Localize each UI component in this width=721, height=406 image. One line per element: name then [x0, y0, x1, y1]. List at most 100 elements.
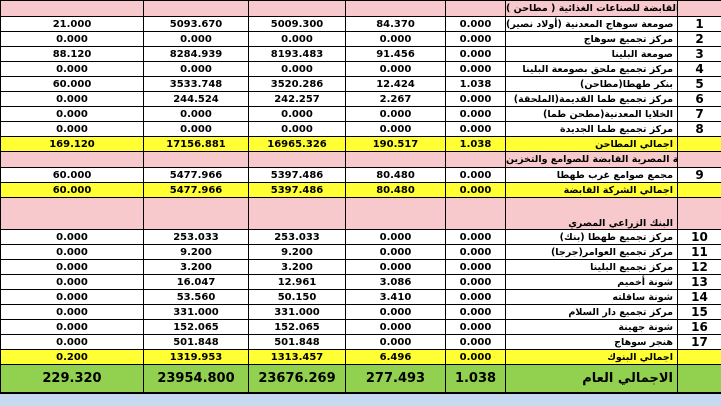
row-number: 4 — [677, 61, 721, 77]
value-cell: 80.480 — [345, 182, 446, 198]
value-cell: 0.000 — [248, 121, 346, 137]
empty-cell — [677, 0, 721, 17]
data-row: 0.000 331.000 331.000 0.000 0.000 مركز تجميع … — [0, 304, 721, 320]
value-cell: 0.000 — [345, 61, 446, 77]
site-name: شونة جهينة — [505, 319, 678, 335]
value-cell: 0.000 — [445, 259, 506, 275]
value-cell: 501.848 — [143, 334, 249, 350]
value-cell: 84.370 — [345, 16, 446, 32]
grain-table: الشركة القابضة للصناعات الغذائية ( مطاحن… — [0, 0, 721, 393]
value-cell: 0.000 — [345, 229, 446, 245]
empty-cell — [0, 151, 144, 168]
value-cell: 5397.486 — [248, 182, 346, 198]
value-cell: 1313.457 — [248, 349, 346, 365]
empty-cell — [248, 0, 346, 17]
value-cell: 80.480 — [345, 167, 446, 183]
value-cell: 53.560 — [143, 289, 249, 305]
value-cell: 501.848 — [248, 334, 346, 350]
grand-total: 229.320 23954.800 23676.269 277.493 1.038 الا… — [0, 364, 721, 393]
row-number: 16 — [677, 319, 721, 335]
footer-strip — [0, 393, 721, 406]
value-cell: 0.000 — [445, 182, 506, 198]
value-cell: 0.000 — [0, 229, 144, 245]
value-cell: 21.000 — [0, 16, 144, 32]
row-number: 9 — [677, 167, 721, 183]
value-cell: 16965.326 — [248, 136, 346, 152]
value-cell: 0.000 — [143, 31, 249, 47]
value-cell: 169.120 — [0, 136, 144, 152]
data-row: 60.000 5477.966 5397.486 80.480 0.000 مجمع صو… — [0, 167, 721, 183]
value-cell: 0.000 — [445, 319, 506, 335]
value-cell: 0.000 — [345, 319, 446, 335]
value-cell: 60.000 — [0, 76, 144, 92]
data-row: 21.000 5093.670 5009.300 84.370 0.000 صومعة س… — [0, 16, 721, 32]
data-row: 0.000 0.000 0.000 0.000 0.000 مركز تجميع طما … — [0, 121, 721, 137]
site-name: صومعة البلينا — [505, 46, 678, 62]
value-cell: 0.000 — [445, 46, 506, 62]
empty-cell — [677, 136, 721, 152]
row-number: 1 — [677, 16, 721, 32]
value-cell: 0.000 — [345, 244, 446, 260]
value-cell: 0.000 — [0, 274, 144, 290]
data-row: 88.120 8284.939 8193.483 91.456 0.000 صومعة ا… — [0, 46, 721, 62]
value-cell: 0.000 — [345, 334, 446, 350]
data-row: 0.000 16.047 12.961 3.086 0.000 شونة أخميم 13 — [0, 274, 721, 290]
value-cell: 0.000 — [0, 91, 144, 107]
value-cell: 0.000 — [445, 91, 506, 107]
value-cell: 60.000 — [0, 182, 144, 198]
value-cell: 0.000 — [0, 31, 144, 47]
value-cell: 0.000 — [345, 31, 446, 47]
data-row: 0.000 0.000 0.000 0.000 0.000 الخلايا المعدني… — [0, 106, 721, 122]
value-cell: 0.000 — [445, 121, 506, 137]
empty-cell — [143, 0, 249, 17]
value-cell: 0.000 — [445, 106, 506, 122]
data-row: 0.000 152.065 152.065 0.000 0.000 شونة جهينة 1… — [0, 319, 721, 335]
value-cell: 1319.953 — [143, 349, 249, 365]
value-cell: 9.200 — [248, 244, 346, 260]
site-name: شونة أخميم — [505, 274, 678, 290]
value-cell: 8284.939 — [143, 46, 249, 62]
value-cell: 229.320 — [0, 364, 144, 393]
row-number: 15 — [677, 304, 721, 320]
section-title: البنك الزراعي المصري — [505, 197, 678, 230]
row-number: 14 — [677, 289, 721, 305]
site-name: مركز تجميع طما القديمة(الملحقة) — [505, 91, 678, 107]
value-cell: 5009.300 — [248, 16, 346, 32]
section-total: 169.120 17156.881 16965.326 190.517 1.038 اجم… — [0, 136, 721, 152]
value-cell: 0.000 — [143, 61, 249, 77]
value-cell: 12.961 — [248, 274, 346, 290]
value-cell: 0.000 — [445, 274, 506, 290]
site-name: بنكر طهطا(مطاحن) — [505, 76, 678, 92]
section-header: البنك الزراعي المصري — [0, 197, 721, 230]
value-cell: 12.424 — [345, 76, 446, 92]
value-cell: 190.517 — [345, 136, 446, 152]
value-cell: 253.033 — [143, 229, 249, 245]
value-cell: 244.524 — [143, 91, 249, 107]
value-cell: 0.000 — [445, 349, 506, 365]
empty-cell — [677, 349, 721, 365]
section-header: الشركة المصرية القابضة للصوامع والتخزين — [0, 151, 721, 168]
empty-cell — [677, 197, 721, 230]
value-cell: 3533.748 — [143, 76, 249, 92]
empty-cell — [248, 197, 346, 230]
site-name: هنجر سوهاج — [505, 334, 678, 350]
row-number: 5 — [677, 76, 721, 92]
table-body: الشركة القابضة للصناعات الغذائية ( مطاحن… — [0, 0, 721, 393]
value-cell: 0.000 — [0, 61, 144, 77]
total-label: اجمالي المطاحن — [505, 136, 678, 152]
empty-cell — [677, 182, 721, 198]
row-number: 12 — [677, 259, 721, 275]
empty-cell — [345, 197, 446, 230]
value-cell: 6.496 — [345, 349, 446, 365]
value-cell: 3520.286 — [248, 76, 346, 92]
row-number: 10 — [677, 229, 721, 245]
data-row: 0.000 501.848 501.848 0.000 0.000 هنجر سوهاج 1… — [0, 334, 721, 350]
value-cell: 23954.800 — [143, 364, 249, 393]
data-row: 0.000 244.524 242.257 2.267 0.000 مركز تجميع … — [0, 91, 721, 107]
site-name: مركز تجميع طما الجديدة — [505, 121, 678, 137]
value-cell: 0.000 — [345, 259, 446, 275]
value-cell: 0.200 — [0, 349, 144, 365]
value-cell: 0.000 — [248, 31, 346, 47]
value-cell: 0.000 — [445, 229, 506, 245]
site-name: مركز تجميع دار السلام — [505, 304, 678, 320]
